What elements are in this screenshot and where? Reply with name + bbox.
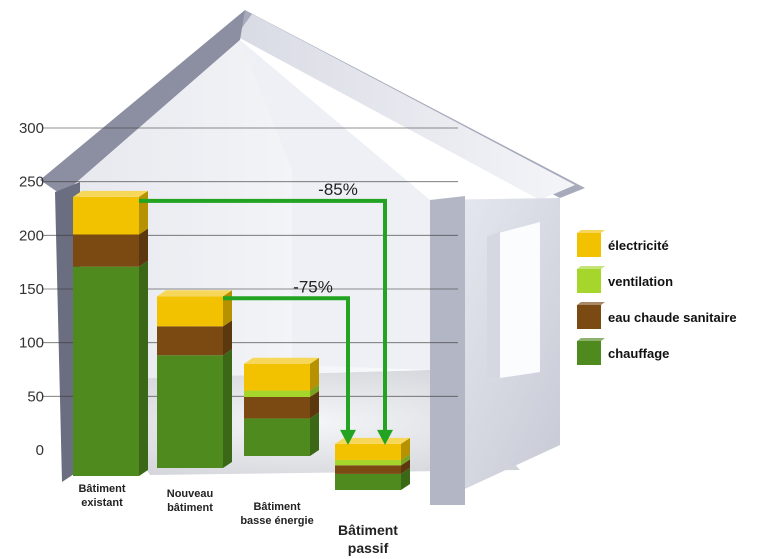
legend-swatch-top [577,338,605,341]
arrow-head [377,429,393,445]
bar-segment [335,443,401,460]
reduction-arrows: -85% -75% [139,180,393,445]
bar-segment-side [401,437,410,460]
bar-segment-side [401,467,410,490]
category-label: Nouveau bâtiment [167,488,213,514]
bar-segment-side [310,357,319,391]
bar-segment-side [139,260,148,476]
bar-segment [73,196,139,235]
legend-swatch [577,269,601,293]
category-label: Bâtiment basse énergie [240,501,313,527]
bar-top [244,357,319,364]
legend-swatch [577,341,601,365]
legend-item: eau chaude sanitaire [577,302,737,329]
bar-segment-side [401,453,410,466]
bar-segment [157,355,223,468]
y-tick-label: 0 [36,442,44,459]
y-tick-label: 200 [19,227,44,244]
bar-segment [73,266,139,476]
legend-swatch [577,305,601,329]
bar-stack [335,437,410,490]
y-tick-label: 250 [19,174,44,191]
bar-segment [335,473,401,490]
bar-segment-side [401,459,410,474]
bar-top [73,190,148,197]
legend-swatch [577,233,601,257]
bar-segment [73,234,139,267]
reduction-label: -85% [318,180,358,199]
category-label-line: Bâtiment [338,522,398,538]
bar-segment [244,418,310,456]
bar-segment [244,390,310,397]
legend-swatch-top [577,230,605,233]
category-label: Bâtiment existant [78,483,125,509]
y-tick-label: 150 [19,281,44,298]
bar-segment-side [139,228,148,267]
arrow-line [223,296,350,432]
bar-stack [73,190,148,476]
legend-label: chauffage [608,346,669,361]
bar-segment-side [223,349,232,468]
y-tick-label: 300 [19,120,44,137]
bar-stack [244,357,319,456]
bar-segment-side [139,190,148,235]
reduction-label: -75% [293,277,333,296]
legend-label: électricité [608,238,669,253]
category-label-line: existant [81,497,123,509]
category-label-line: Nouveau [167,488,213,500]
category-label: Bâtiment passif [338,522,398,556]
category-label-line: bâtiment [167,502,213,514]
bar-segment [157,326,223,356]
bar-stack [157,290,232,468]
legend-item: chauffage [577,338,669,365]
bar-segment-side [223,320,232,356]
bar-segment [244,363,310,391]
bar-segment-side [223,290,232,327]
legend: électricité ventilation eau chaude sanitai… [577,230,737,365]
bar-segment-side [310,412,319,456]
legend-item: électricité [577,230,669,257]
arrow-head [340,429,356,445]
bar-segment-side [310,390,319,419]
bar-segment-side [310,384,319,397]
arrow-line [139,198,387,432]
bar-top [335,437,410,444]
bar-segment [244,396,310,419]
bars [73,190,410,490]
category-label-line: basse énergie [240,515,313,527]
category-labels: Bâtiment existant Nouveau bâtiment Bâtiment b… [78,483,398,556]
legend-swatch-top [577,302,605,305]
legend-item: ventilation [577,266,673,293]
bar-segment [335,465,401,474]
category-label-line: passif [348,540,389,556]
bar-segment [157,296,223,327]
bar-top [157,290,232,297]
category-label-line: Bâtiment [253,501,300,513]
bar-segment [335,459,401,466]
y-axis: 0 50 100 150 200 250 300 [19,120,44,459]
house-illustration [40,10,585,505]
legend-swatch-top [577,266,605,269]
y-tick-label: 50 [27,388,44,405]
legend-label: ventilation [608,274,673,289]
y-tick-label: 100 [19,335,44,352]
legend-label: eau chaude sanitaire [608,310,737,325]
category-label-line: Bâtiment [78,483,125,495]
